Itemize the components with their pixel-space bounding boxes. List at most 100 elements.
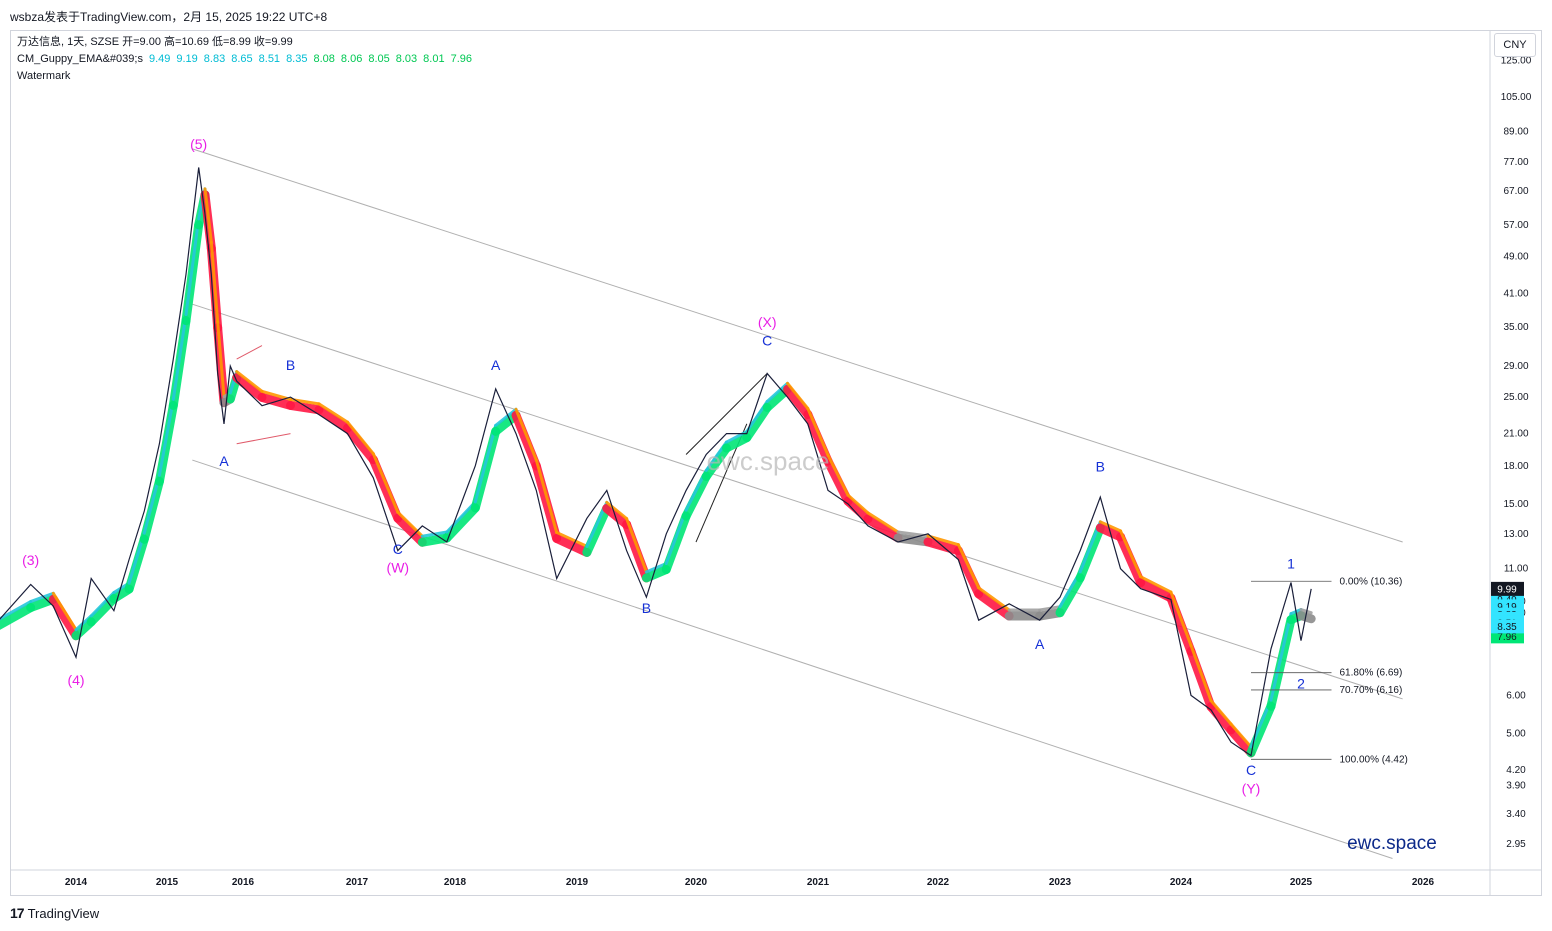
guppy-slow-band xyxy=(552,533,592,557)
guppy-legend-row[interactable]: CM_Guppy_EMA&#039;s 9.49 9.19 8.83 8.65 8.51 8… xyxy=(17,51,472,68)
wave-label: B xyxy=(286,357,295,373)
guppy-slow-band xyxy=(0,603,36,630)
wave-label: A xyxy=(1035,636,1045,652)
guppy-fast-band xyxy=(1189,643,1213,703)
price-tick-label: 18.00 xyxy=(1503,461,1528,472)
guppy-values: 9.49 9.19 8.83 8.65 8.51 8.35 8.08 8.06 8.05 8.03… xyxy=(143,53,472,65)
guppy-fast-band xyxy=(644,562,668,574)
year-tick-label: 2021 xyxy=(807,877,830,888)
guppy-slow-band xyxy=(1075,523,1105,583)
guppy-legend-value: 8.08 xyxy=(313,53,335,65)
price-tick-label: 4.20 xyxy=(1506,765,1526,776)
guppy-slow-band xyxy=(232,373,267,402)
guppy-fast-band xyxy=(1139,575,1173,594)
wave-label: B xyxy=(1096,459,1105,475)
guppy-fast-band xyxy=(786,381,810,411)
price-tick-label: 11.00 xyxy=(1504,564,1529,575)
guppy-slow-band xyxy=(1055,573,1085,618)
guppy-slow-band xyxy=(393,513,427,547)
guppy-slow-band xyxy=(783,384,813,420)
guppy-legend-value: 8.83 xyxy=(203,53,226,65)
wave-label: (W) xyxy=(387,560,410,576)
guppy-fast-value-label-bg xyxy=(1491,619,1524,634)
wave-label: (3) xyxy=(22,552,39,568)
guppy-slow-band xyxy=(803,410,833,466)
guppy-fast-band xyxy=(1299,608,1313,615)
channel-layer xyxy=(192,148,1403,859)
guppy-fast-band xyxy=(209,240,220,324)
guppy-fast-band xyxy=(317,402,349,424)
guppy-fast-band xyxy=(1269,612,1293,702)
guppy-slow-band xyxy=(1136,578,1176,603)
year-tick-label: 2014 xyxy=(65,877,88,888)
price-tick-label: 49.00 xyxy=(1503,251,1528,262)
guppy-fast-band xyxy=(866,511,900,534)
triangle-line xyxy=(236,345,263,360)
wave-labels-layer: (3) (4) (5) A B C (W) A B C (X) A B C (Y) 1 2 xyxy=(22,136,1305,797)
guppy-legend-value: 8.65 xyxy=(231,53,253,65)
guppy-fast-band xyxy=(555,530,589,548)
chart-frame xyxy=(10,30,1542,896)
price-layer xyxy=(0,167,1312,757)
guppy-fast-band xyxy=(29,591,55,604)
price-tick-label: 125.00 xyxy=(1501,56,1532,67)
fibonacci-layer: 0.00% (10.36) 61.80% (6.69) 70.70% (6.16) 1… xyxy=(1251,576,1408,765)
guppy-slow-band xyxy=(863,514,903,543)
last-price-label-bg xyxy=(1491,581,1524,596)
fib-level-label: 61.80% (6.69) xyxy=(1340,668,1403,679)
price-tick-label: 35.00 xyxy=(1503,322,1528,333)
wave-label: C xyxy=(762,333,772,349)
price-tick-label: 21.00 xyxy=(1503,429,1528,440)
guppy-slow-band xyxy=(470,426,501,513)
symbol-line[interactable]: 万达信息, 1天, SZSE 开=9.00 高=10.69 低=8.99 收=9… xyxy=(17,36,293,48)
channel-line xyxy=(192,148,1403,543)
price-tick-label: 89.00 xyxy=(1503,127,1528,138)
price-tick-label: 25.00 xyxy=(1503,392,1528,403)
guppy-fast-band xyxy=(1119,529,1143,579)
guppy-fast-band xyxy=(0,600,33,621)
wave-label: A xyxy=(491,357,501,373)
guppy-legend-value: 8.05 xyxy=(368,53,390,65)
guppy-slow-band xyxy=(442,503,480,543)
guppy-slow-band xyxy=(48,594,81,641)
price-tick-label: 6.00 xyxy=(1506,690,1526,701)
guppy-fast-band xyxy=(806,407,830,457)
guppy-fast-band xyxy=(956,543,981,590)
watermark-legend-row[interactable]: Watermark xyxy=(17,70,71,82)
price-tick-label: 3.90 xyxy=(1506,780,1526,791)
guppy-slow-band xyxy=(1246,701,1276,758)
wave-label: B xyxy=(642,600,651,616)
year-tick-label: 2024 xyxy=(1170,877,1193,888)
guppy-fast-band xyxy=(346,420,375,456)
price-tick-label: 13.00 xyxy=(1503,529,1528,540)
guppy-slow-band xyxy=(974,589,1014,621)
price-tick-label: 15.00 xyxy=(1503,499,1528,510)
price-tick-label: 29.00 xyxy=(1503,361,1528,372)
year-tick-label: 2020 xyxy=(685,877,708,888)
guppy-fast-band xyxy=(1229,722,1253,749)
guppy-fast-band xyxy=(625,516,648,574)
price-tick-label: 105.00 xyxy=(1501,92,1532,103)
guppy-slow-value-label: 7.96 xyxy=(1497,632,1517,643)
axes-layer xyxy=(10,30,1542,896)
currency-button[interactable]: CNY xyxy=(1494,33,1536,57)
publish-line: wsbza发表于TradingView.com，2月 15, 2025 19:2… xyxy=(10,10,328,24)
price-line xyxy=(0,167,1312,757)
guppy-slow-band xyxy=(124,534,149,594)
year-tick-label: 2019 xyxy=(566,877,589,888)
guppy-slow-band xyxy=(1166,593,1196,656)
wave-label: C xyxy=(393,541,403,557)
footer[interactable]: 17 TradingView xyxy=(10,903,99,923)
guppy-fast-band xyxy=(473,423,498,504)
publish-header: wsbza发表于TradingView.com，2月 15, 2025 19:2… xyxy=(0,0,1552,30)
chart-legend: 万达信息, 1天, SZSE 开=9.00 高=10.69 低=8.99 收=9… xyxy=(17,34,472,85)
year-tick-label: 2016 xyxy=(232,877,255,888)
guppy-fast-band xyxy=(157,397,175,477)
guppy-slow-band xyxy=(823,456,853,506)
year-tick-label: 2025 xyxy=(1290,877,1313,888)
year-tick-label: 2015 xyxy=(156,877,179,888)
guppy-fast-band xyxy=(514,407,538,462)
guppy-fast-value-label: 8.35 xyxy=(1497,622,1517,633)
guppy-slow-band xyxy=(622,519,651,583)
